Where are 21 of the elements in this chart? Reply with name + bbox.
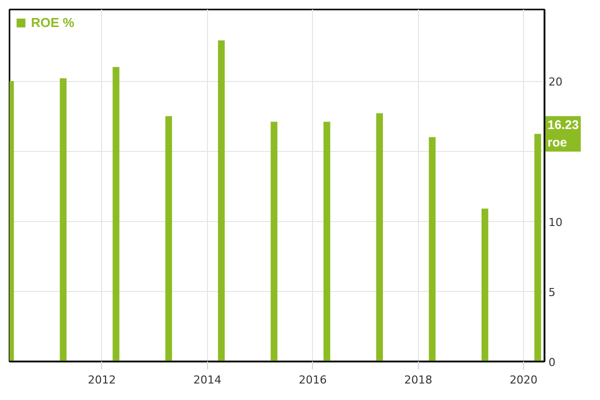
bar <box>323 122 330 362</box>
bar <box>376 113 383 362</box>
bar <box>218 40 225 362</box>
bar <box>112 67 120 362</box>
y-tick-label: 5 <box>548 286 556 299</box>
x-tick-label: 2018 <box>404 374 432 386</box>
bar <box>534 134 542 362</box>
legend-label: ROE % <box>31 15 74 30</box>
bar <box>482 208 488 362</box>
bar <box>165 116 172 362</box>
y-tick-label: 0 <box>548 356 556 369</box>
x-tick-label: 2020 <box>510 374 538 386</box>
y-tick-label: 10 <box>548 216 562 229</box>
x-tick-label: 2014 <box>193 374 222 386</box>
bar <box>60 78 67 362</box>
bar <box>270 122 278 362</box>
annotation: 16.23 roe <box>548 118 579 150</box>
y-tick-label: 20 <box>548 76 562 89</box>
x-tick-label: 2012 <box>88 374 116 386</box>
x-tick-label: 2016 <box>298 374 327 386</box>
bar <box>428 137 436 362</box>
